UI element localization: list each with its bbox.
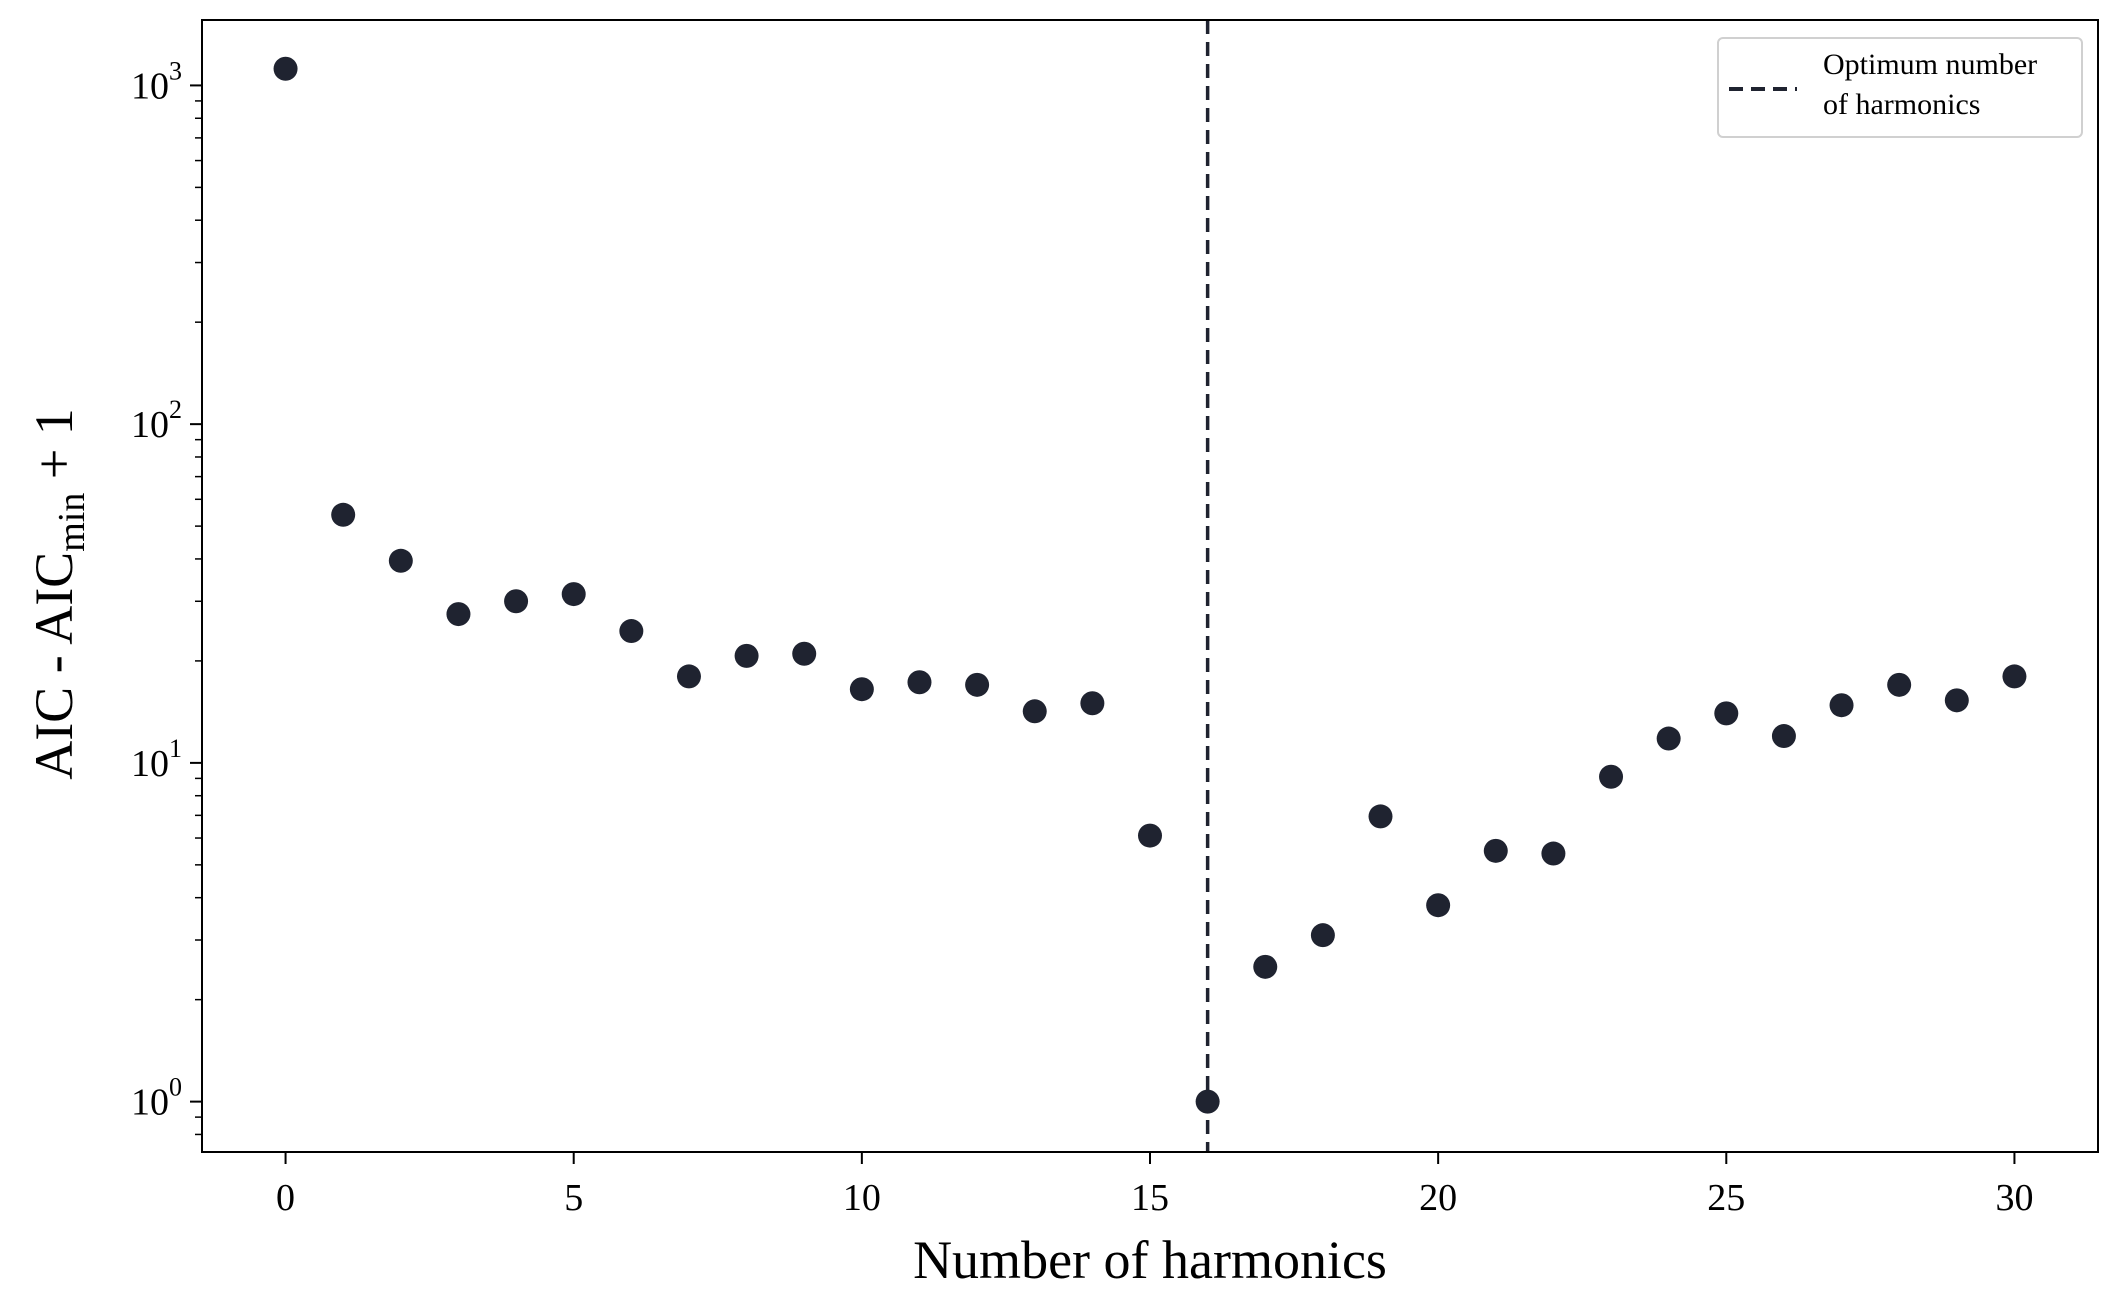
data-point	[849, 677, 874, 702]
data-point	[2002, 664, 2027, 689]
data-point	[388, 548, 413, 573]
data-point	[446, 602, 471, 627]
x-tick-label: 15	[1131, 1177, 1169, 1219]
x-tick-label: 25	[1707, 1177, 1745, 1219]
data-point	[504, 589, 529, 614]
data-point	[1944, 688, 1969, 713]
y-tick-label: 102	[131, 395, 182, 446]
data-point	[1887, 672, 1912, 697]
x-axis-label: Number of harmonics	[913, 1230, 1387, 1290]
x-tick-label: 20	[1419, 1177, 1457, 1219]
data-point	[1138, 823, 1162, 848]
data-point	[1253, 954, 1278, 979]
legend-label-line-1: Optimum number	[1823, 48, 2037, 81]
x-tick-label: 30	[1995, 1177, 2033, 1219]
data-point	[1426, 893, 1451, 918]
y-axis-label-subscript: min	[51, 493, 93, 552]
data-point	[907, 670, 932, 695]
data-point	[1195, 1089, 1220, 1114]
data-point	[1310, 923, 1335, 948]
y-tick-label: 100	[131, 1073, 182, 1124]
data-point	[1656, 726, 1681, 751]
data-point	[1829, 693, 1854, 718]
data-point	[1483, 838, 1508, 863]
data-points	[273, 56, 2027, 1114]
data-point	[1368, 804, 1393, 829]
y-tick-label: 103	[131, 56, 182, 107]
data-point	[331, 502, 356, 527]
y-axis-label: AIC - AICmin + 1	[24, 408, 93, 780]
y-tick-label: 101	[131, 734, 182, 785]
y-axis-label-suffix: + 1	[24, 408, 84, 492]
data-point	[1080, 691, 1105, 716]
data-point	[965, 672, 990, 697]
data-point	[1022, 699, 1047, 724]
x-tick-label: 10	[843, 1177, 881, 1219]
data-point	[1771, 724, 1796, 749]
y-minor-ticks	[195, 100, 202, 1136]
axis-ticks	[190, 84, 2016, 1164]
data-point	[734, 643, 759, 668]
x-tick-labels: 0 5 10 15 20 25 30	[276, 1177, 2033, 1219]
data-point	[561, 582, 586, 607]
data-point	[1541, 841, 1566, 866]
legend-label-line-2: of harmonics	[1823, 88, 1980, 121]
data-point	[676, 664, 701, 689]
data-point	[273, 56, 298, 81]
data-point	[792, 641, 817, 666]
legend: Optimum number of harmonics	[1717, 37, 2083, 138]
data-point	[1714, 701, 1739, 726]
data-point	[1599, 764, 1624, 789]
legend-frame	[1717, 37, 2083, 138]
data-point	[619, 619, 644, 644]
y-tick-labels: 100 101 102 103	[131, 56, 182, 1123]
y-axis-label-main: AIC - AIC	[24, 552, 84, 780]
x-tick-label: 0	[276, 1177, 295, 1219]
x-tick-label: 5	[564, 1177, 583, 1219]
plot-area-frame	[201, 19, 2099, 1153]
